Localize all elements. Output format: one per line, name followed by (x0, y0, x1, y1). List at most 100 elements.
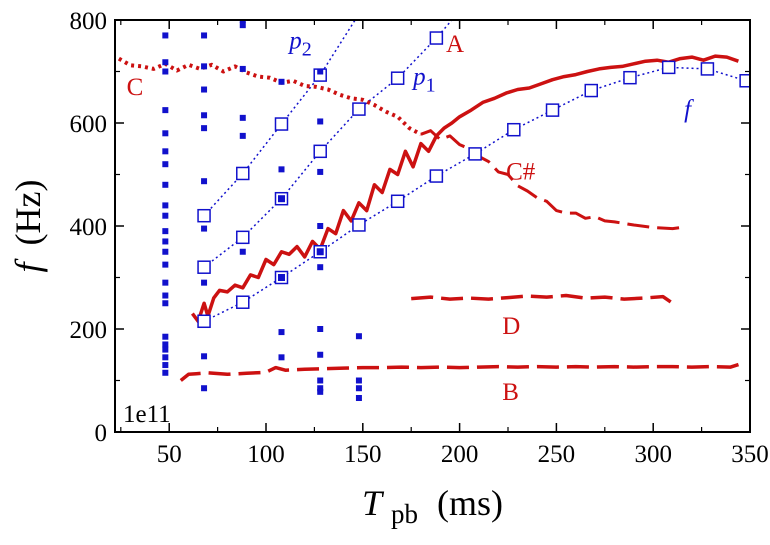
series-point-f (661, 60, 676, 75)
series-line-B (179, 362, 741, 382)
x-tick-label: 100 (247, 441, 285, 468)
y-tick-label: 600 (70, 111, 108, 138)
x-tick-label: 200 (441, 441, 479, 468)
x-tick-label: 300 (634, 441, 672, 468)
scatter-point (201, 353, 208, 360)
filled-point (277, 195, 285, 203)
scatter-point (317, 385, 324, 392)
x-tick-label: 350 (731, 441, 769, 468)
y-axis-title: f (Hz) (8, 180, 48, 273)
x-axis-title-unit: (ms) (437, 483, 503, 523)
axis-layer: 50 100 150 200 250 300 350 0 200 400 600 800 (70, 8, 769, 468)
x-axis-title-symbol: T (362, 483, 385, 523)
scatter-point (162, 354, 169, 361)
scatter-point (317, 223, 324, 229)
marker-layer (162, 20, 750, 402)
scatter-point (278, 329, 285, 336)
scatter-point (355, 395, 362, 402)
scatter-point (162, 292, 169, 299)
y-axis-title-symbol: f (8, 257, 48, 272)
x-tick-label: 150 (344, 441, 382, 468)
scatter-point (162, 238, 169, 245)
scatter-point (201, 385, 208, 392)
series-point-p1 (197, 260, 211, 274)
curve-label-c: C (127, 74, 144, 101)
series-point-p1 (352, 102, 366, 116)
scatter-point (239, 248, 246, 255)
y-tick-label: 0 (95, 420, 108, 447)
curve-label-b: B (502, 379, 519, 406)
series-point-p2 (197, 208, 211, 223)
scatter-point (201, 279, 208, 286)
scatter-point (239, 114, 246, 121)
label-layer: A B C C# Df p2 p1 (127, 27, 695, 406)
scatter-point (162, 228, 169, 235)
scatter-point (317, 351, 324, 358)
scatter-point (278, 166, 285, 173)
scatter-point (162, 68, 169, 75)
series-point-f (739, 74, 750, 88)
y-tick-label: 400 (70, 214, 108, 241)
filled-point (277, 274, 285, 281)
scatter-point (162, 181, 169, 188)
curve-label-f: f (684, 96, 694, 123)
curve-label-csharp: C# (506, 159, 536, 186)
scatter-point (201, 32, 208, 39)
scatter-point (162, 130, 169, 137)
scatter-point (355, 377, 362, 384)
curve-label-p2: p2 (287, 27, 312, 60)
series-point-f (545, 103, 560, 117)
y-axis-title-unit: (Hz) (8, 180, 48, 246)
series-point-f (700, 62, 715, 76)
y-tick-label: 200 (70, 317, 108, 344)
series-point-f (429, 169, 444, 183)
scatter-point (201, 178, 208, 185)
x-axis-title: T pb (ms) (362, 483, 503, 531)
scatter-point (317, 118, 324, 125)
x-tick-label: 250 (538, 441, 576, 468)
scatter-point (278, 354, 285, 361)
filled-point (316, 248, 324, 256)
scatter-point (239, 22, 246, 29)
series-line-C (117, 56, 422, 137)
series-point-p1 (429, 31, 444, 45)
scatter-point (317, 377, 324, 384)
scatter-point (162, 362, 169, 369)
scatter-point (162, 202, 169, 209)
scatter-point (317, 168, 324, 175)
series-point-p1 (390, 71, 405, 85)
series-point-p2 (274, 117, 289, 131)
scatter-point (162, 279, 169, 286)
scatter-point (162, 161, 169, 168)
curve-label-d: D (502, 313, 520, 340)
series-point-p1 (313, 144, 327, 159)
scatter-point (317, 68, 324, 75)
curve-label-p1: p1 (411, 63, 436, 96)
series-point-p2 (236, 166, 250, 181)
series-point-f (390, 194, 405, 209)
scatter-point (162, 369, 169, 376)
x-axis-title-subscript: pb (391, 499, 418, 529)
scatter-point (162, 341, 169, 348)
series-point-f (236, 295, 250, 309)
scatter-point (162, 32, 169, 39)
scatter-point (201, 63, 208, 70)
series-point-f (352, 218, 366, 232)
series-line-D (411, 293, 674, 305)
scatter-point (239, 132, 246, 139)
scatter-point (317, 388, 324, 395)
scatter-point (201, 86, 208, 93)
scatter-point (201, 112, 208, 119)
scatter-point (201, 125, 208, 132)
annotation-label: 1e11 (123, 401, 171, 428)
series-point-f (507, 122, 521, 137)
scatter-point (162, 300, 169, 307)
series-point-f (468, 147, 482, 161)
scatter-point (239, 20, 246, 23)
scatter-point (201, 225, 208, 232)
scatter-point (162, 107, 169, 114)
scatter-point (317, 264, 324, 271)
scatter-point (278, 78, 285, 85)
scatter-point (239, 65, 246, 72)
